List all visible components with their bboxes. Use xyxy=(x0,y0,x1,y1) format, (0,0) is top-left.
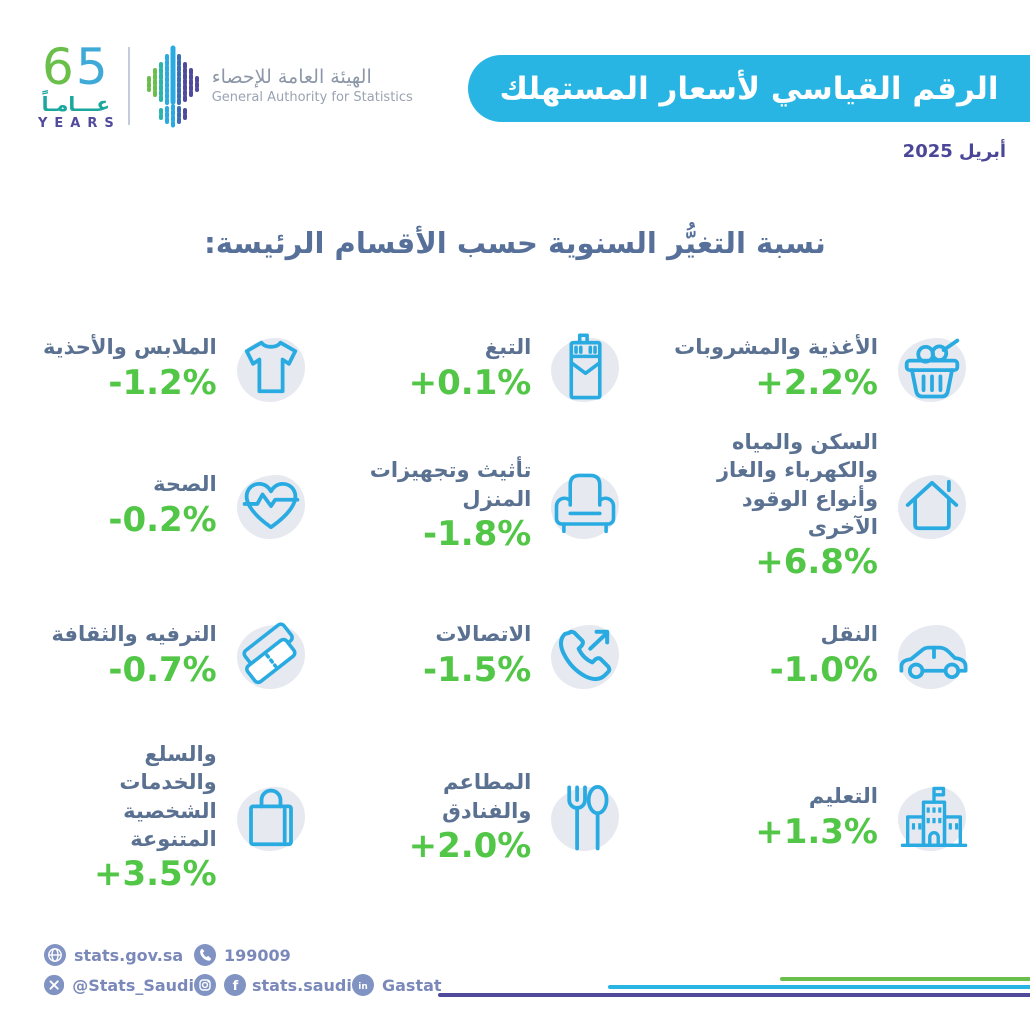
report-title: الرقم القياسي لأسعار المستهلك xyxy=(499,70,999,107)
footer-linkedin: in Gastat xyxy=(352,974,442,996)
category-value: -1.5% xyxy=(422,649,532,690)
tickets-icon xyxy=(242,622,297,685)
fork-spoon-icon xyxy=(567,785,609,851)
category-value: +6.8% xyxy=(755,542,878,583)
category-item-misc-goods-services: والسلع والخدمات الشخصية المتنوعة +3.5% xyxy=(40,742,357,894)
category-label: والسلع والخدمات الشخصية المتنوعة xyxy=(119,741,217,851)
category-value: -1.0% xyxy=(769,649,878,690)
report-date: أبريل 2025 xyxy=(902,141,1006,162)
decor-line-purple xyxy=(438,993,1030,997)
svg-text:in: in xyxy=(358,982,368,992)
category-value: +1.3% xyxy=(755,811,878,852)
category-label: الأغذية والمشروبات xyxy=(674,335,878,360)
authority-name-english: General Authority for Statistics xyxy=(211,89,413,105)
footer-phone-text: 199009 xyxy=(224,945,291,965)
category-item-restaurants-hotels: المطاعم والفنادق +2.0% xyxy=(357,758,674,876)
decor-line-green xyxy=(780,977,1030,981)
category-row-2: السكن والمياه والكهرباء والغاز وأنواع ال… xyxy=(40,430,990,582)
section-title: نسبة التغيُّر السنوية حسب الأقسام الرئيس… xyxy=(204,226,826,260)
svg-text:f: f xyxy=(233,979,239,994)
decor-line-cyan xyxy=(608,985,1030,989)
footer-website-text: stats.gov.sa xyxy=(74,945,184,965)
category-row-1: الأغذية والمشروبات +2.2% التبغ +0.1% xyxy=(40,318,990,418)
category-label: السكن والمياه والكهرباء والغاز وأنواع ال… xyxy=(716,429,878,539)
category-label: الملابس والأحذية xyxy=(42,335,217,360)
category-item-recreation-culture: الترفيه والثقافة -0.7% xyxy=(40,605,357,705)
house-icon xyxy=(905,479,959,531)
anniversary-65-logo: 65 عـــامـاً YEARS xyxy=(38,42,114,130)
category-value: +3.5% xyxy=(93,854,217,895)
category-value: -1.2% xyxy=(108,362,217,403)
category-value: -1.8% xyxy=(422,513,532,554)
icon-blob xyxy=(236,787,305,851)
gastat-logo-block: 65 عـــامـاً YEARS الهيئ xyxy=(38,40,413,132)
category-value: +2.2% xyxy=(755,362,878,403)
cigarette-pack-icon xyxy=(569,333,602,400)
category-label: الاتصالات xyxy=(435,622,532,647)
authority-name-arabic: الهيئة العامة للإحصاء xyxy=(211,66,372,88)
category-label: المطاعم والفنادق xyxy=(442,770,532,823)
footer-website: stats.gov.sa xyxy=(44,944,194,966)
phone-arrow-icon xyxy=(559,629,612,682)
category-item-food-beverages: الأغذية والمشروبات +2.2% xyxy=(673,318,990,418)
anniversary-number: 65 xyxy=(42,38,110,96)
category-label: الترفيه والثقافة xyxy=(51,622,217,647)
category-label: تأثيث وتجهيزات المنزل xyxy=(369,458,532,511)
category-item-education: التعليم +1.3% xyxy=(673,758,990,876)
icon-blob xyxy=(551,338,620,402)
category-row-4: التعليم +1.3% المطاعم والفنادق +2.0% xyxy=(40,742,990,894)
category-item-health: الصحة -0.2% xyxy=(40,450,357,560)
category-item-housing-utilities: السكن والمياه والكهرباء والغاز وأنواع ال… xyxy=(673,430,990,582)
category-label: التبغ xyxy=(484,335,532,360)
anniversary-english-label: YEARS xyxy=(38,116,121,131)
gastat-soundwave-icon xyxy=(146,45,199,128)
category-item-transport: النقل -1.0% xyxy=(673,605,990,705)
category-row-3: النقل -1.0% الاتصالات -1.5% xyxy=(40,605,990,705)
category-value: +0.1% xyxy=(408,362,532,403)
category-value: -0.7% xyxy=(108,649,217,690)
footer-twitter: @Stats_Saudi xyxy=(44,974,194,996)
footer-contacts: stats.gov.sa 199009 @Stats_Saudi xyxy=(44,944,442,996)
footer-social-text: stats.saudi xyxy=(252,975,352,995)
phone-icon xyxy=(194,944,216,966)
health-heart-icon xyxy=(242,481,300,530)
facebook-icon: f xyxy=(224,974,246,996)
category-item-clothing-footwear: الملابس والأحذية -1.2% xyxy=(40,318,357,418)
instagram-icon xyxy=(194,974,216,996)
armchair-icon xyxy=(555,473,616,534)
category-item-furnishings: تأثيث وتجهيزات المنزل -1.8% xyxy=(357,450,674,560)
car-icon xyxy=(899,645,968,679)
footer-twitter-text: @Stats_Saudi xyxy=(72,975,194,995)
category-value: -0.2% xyxy=(108,499,217,540)
linkedin-icon: in xyxy=(352,974,374,996)
basket-icon xyxy=(904,338,960,399)
category-item-tobacco: التبغ +0.1% xyxy=(357,318,674,418)
shopping-bag-icon xyxy=(248,788,293,847)
category-item-communications: الاتصالات -1.5% xyxy=(357,605,674,705)
category-label: الصحة xyxy=(153,472,217,497)
footer-social: f stats.saudi xyxy=(194,974,352,996)
category-label: التعليم xyxy=(808,784,878,809)
footer-linkedin-text: Gastat xyxy=(382,975,442,995)
footer-phone: 199009 xyxy=(194,944,291,966)
logo-divider xyxy=(127,47,130,125)
report-title-banner: الرقم القياسي لأسعار المستهلك xyxy=(468,55,1030,122)
anniversary-arabic-label: عـــامـاً xyxy=(41,92,111,116)
category-label: النقل xyxy=(820,622,878,647)
tshirt-icon xyxy=(244,340,297,394)
category-value: +2.0% xyxy=(408,825,532,866)
school-icon xyxy=(900,786,968,847)
x-twitter-icon xyxy=(44,974,65,996)
globe-icon xyxy=(44,944,66,966)
